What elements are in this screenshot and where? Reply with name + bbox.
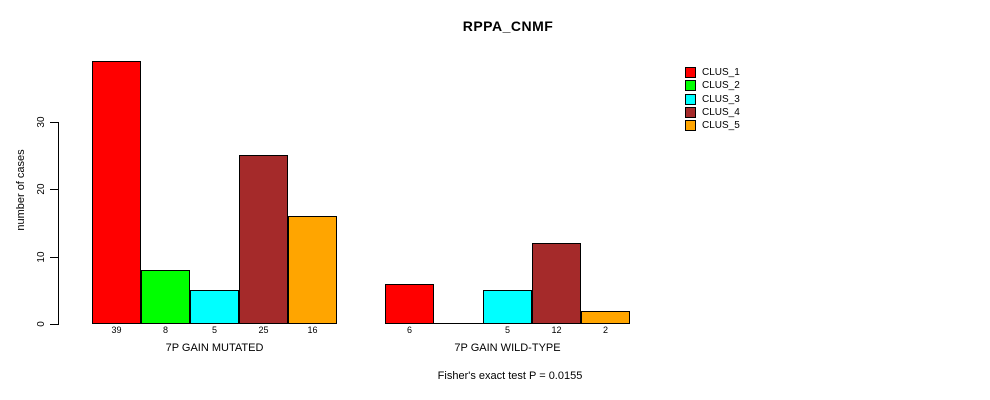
legend-label: CLUS_1 [702, 66, 740, 78]
y-axis-label: number of cases [15, 149, 27, 231]
legend-swatch-clus_1 [685, 67, 696, 78]
bar-2-clus_1 [385, 284, 434, 324]
footnote-fisher-test: Fisher's exact test P = 0.0155 [437, 370, 583, 382]
bar-value-label: 8 [162, 325, 169, 335]
bar-value-label: 25 [258, 325, 269, 335]
legend-label: CLUS_5 [702, 119, 740, 131]
y-tick-mark [50, 121, 58, 123]
legend-swatch-clus_4 [685, 107, 696, 118]
bar-2-clus_2 [434, 323, 483, 324]
legend-item-clus_3: CLUS_3 [685, 93, 740, 106]
bar-value-label: 2 [602, 325, 609, 335]
bar-2-clus_3 [483, 290, 532, 324]
y-tick-label: 30 [36, 116, 47, 128]
y-axis-line [58, 121, 59, 325]
bar-2-clus_4 [532, 243, 581, 324]
legend-swatch-clus_2 [685, 80, 696, 91]
legend-item-clus_1: CLUS_1 [685, 66, 740, 79]
bar-1-clus_4 [239, 155, 288, 324]
legend-swatch-clus_3 [685, 94, 696, 105]
bar-1-clus_1 [92, 61, 141, 324]
y-tick-label: 10 [36, 251, 47, 263]
bar-value-label: 5 [211, 325, 218, 335]
legend-label: CLUS_3 [702, 93, 740, 105]
y-tick-label: 0 [36, 321, 47, 327]
bar-value-label: 16 [307, 325, 318, 335]
bar-2-clus_5 [581, 311, 630, 324]
bar-value-label: 6 [406, 325, 413, 335]
legend-swatch-clus_5 [685, 120, 696, 131]
bar-value-label: 5 [504, 325, 511, 335]
y-tick-mark [50, 189, 58, 191]
bar-value-label: 12 [551, 325, 562, 335]
bar-1-clus_2 [141, 270, 190, 324]
legend-item-clus_4: CLUS_4 [685, 106, 740, 119]
chart-title: RPPA_CNMF [462, 18, 554, 34]
group-label-2: 7P GAIN WILD-TYPE [454, 342, 561, 354]
legend-label: CLUS_4 [702, 106, 740, 118]
bar-value-label: 39 [111, 325, 122, 335]
y-tick-mark [50, 256, 58, 258]
legend-item-clus_2: CLUS_2 [685, 79, 740, 92]
group-label-1: 7P GAIN MUTATED [165, 342, 264, 354]
bar-1-clus_5 [288, 216, 337, 324]
legend-label: CLUS_2 [702, 79, 740, 91]
bar-1-clus_3 [190, 290, 239, 324]
legend-item-clus_5: CLUS_5 [685, 119, 740, 132]
y-tick-mark [50, 324, 58, 325]
y-tick-label: 20 [36, 183, 47, 195]
